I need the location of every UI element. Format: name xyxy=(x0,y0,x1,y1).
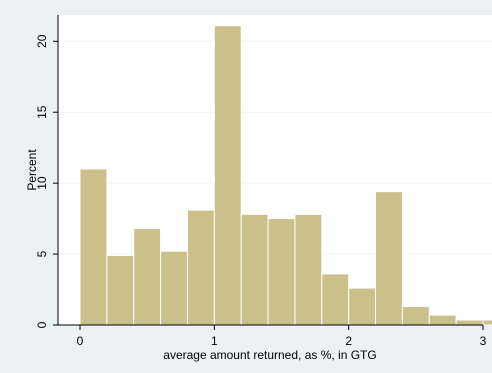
histogram-bar xyxy=(482,319,492,326)
bars xyxy=(79,25,492,326)
x-tick-label: 0 xyxy=(77,334,84,348)
histogram-bar xyxy=(455,319,484,326)
x-tick-label: 1 xyxy=(211,334,218,348)
x-axis-title: average amount returned, as %, in GTG xyxy=(163,348,376,362)
axes: 0 5 10 15 20 0 1 2 3 xyxy=(35,15,487,348)
y-tick-label: 15 xyxy=(35,105,49,119)
histogram-bar xyxy=(79,168,108,326)
y-tick-label: 5 xyxy=(35,250,49,257)
histogram-bar xyxy=(294,213,323,326)
histogram-bar xyxy=(133,228,162,326)
y-tick-label: 20 xyxy=(35,34,49,48)
histogram-bar xyxy=(186,209,215,326)
histogram-bar xyxy=(213,25,242,326)
y-tick-label: 0 xyxy=(35,321,49,328)
x-tick-label: 3 xyxy=(480,334,487,348)
histogram-bar xyxy=(428,314,457,326)
histogram-bar xyxy=(401,306,430,326)
x-tick-label: 2 xyxy=(345,334,352,348)
histogram-bar xyxy=(160,250,188,326)
y-axis-title: Percent xyxy=(25,149,39,191)
histogram-bar xyxy=(348,287,377,326)
histogram-bar xyxy=(375,191,403,326)
histogram-bar xyxy=(321,273,350,326)
y-tick-label: 10 xyxy=(35,176,49,190)
histogram-bar xyxy=(267,218,296,326)
histogram-bar xyxy=(240,213,269,326)
histogram-bar xyxy=(106,254,135,326)
